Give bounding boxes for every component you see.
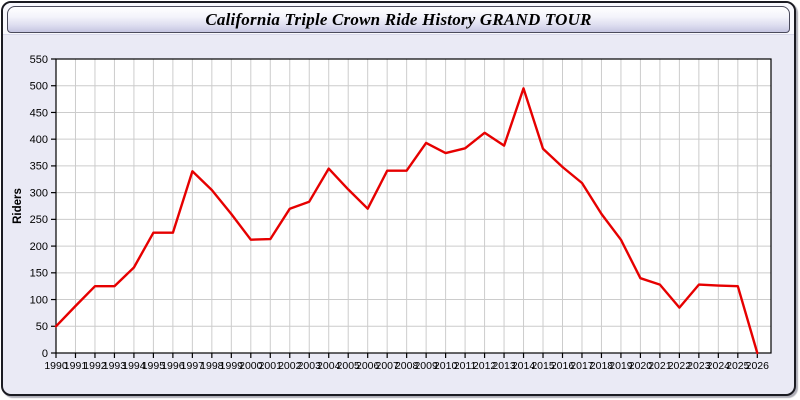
title-bar: California Triple Crown Ride History GRA… [7,6,790,33]
page-title: California Triple Crown Ride History GRA… [205,9,592,29]
